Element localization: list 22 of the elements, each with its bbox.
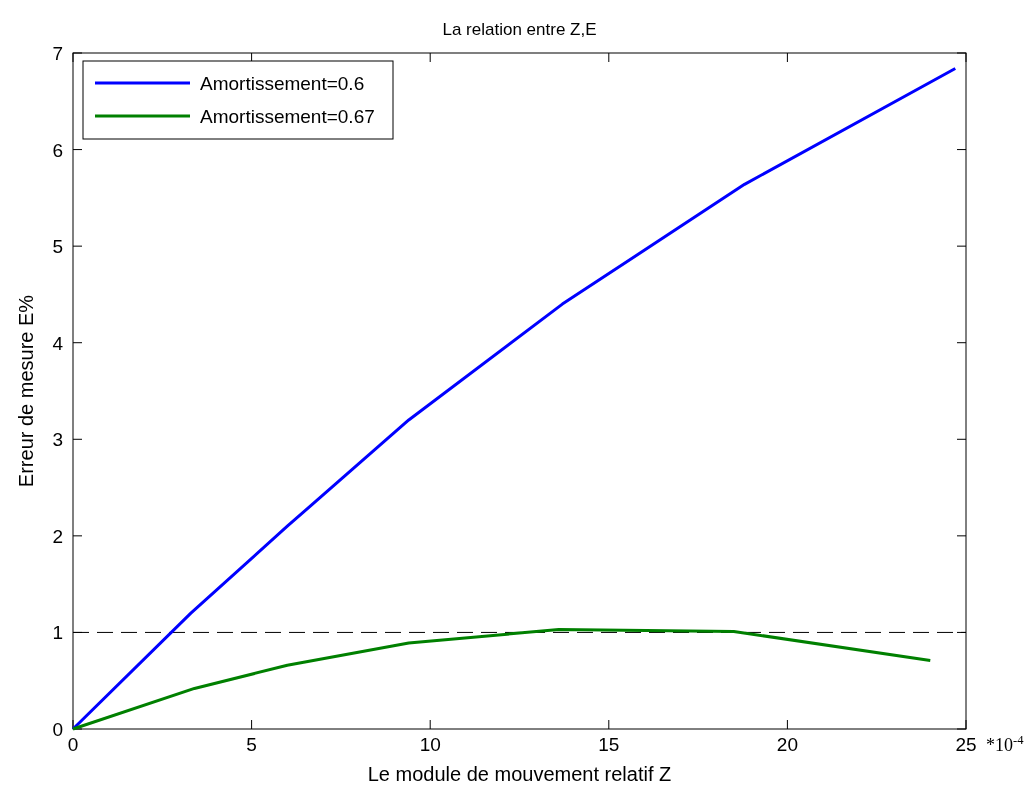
- x-tick-label: 20: [776, 734, 798, 755]
- y-tick-label: 7: [52, 43, 63, 64]
- line-series: [71, 66, 957, 731]
- y-tick-label: 5: [52, 236, 63, 258]
- legend-label: Amortissement=0.6: [200, 73, 365, 94]
- line-series: [71, 628, 932, 731]
- x-tick-label: 15: [598, 734, 620, 755]
- legend-label: Amortissement=0.67: [200, 106, 375, 127]
- x-tick-label: 5: [246, 734, 257, 755]
- x-tick-label: 0: [67, 734, 79, 755]
- y-tick-label: 1: [52, 622, 63, 644]
- chart-title: La relation entre Z,E: [442, 20, 597, 39]
- y-tick-label: 0: [52, 719, 63, 740]
- x-axis-title: Le module de mouvement relatif Z: [367, 763, 672, 785]
- y-axis-title: Erreur de mesure E%: [15, 294, 37, 488]
- y-tick-label: 2: [52, 525, 63, 547]
- y-tick-label: 3: [52, 429, 63, 451]
- y-tick-label: 6: [52, 139, 63, 161]
- x-tick-label: 10: [419, 734, 441, 755]
- text: *10$^{-4}$: [986, 733, 1025, 755]
- y-tick-label: 4: [52, 332, 64, 354]
- x-tick-label: 25: [955, 734, 977, 755]
